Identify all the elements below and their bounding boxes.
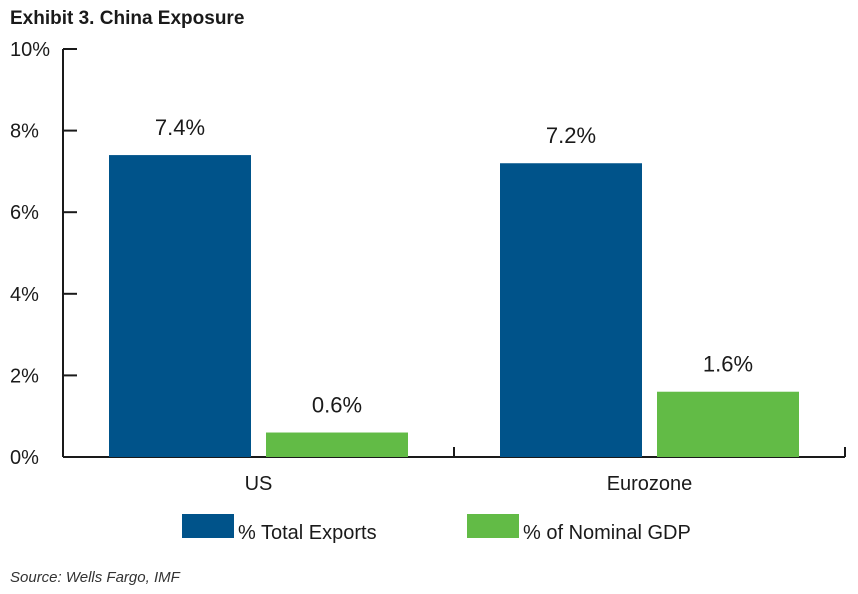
y-tick-label: 2% <box>10 365 39 387</box>
x-category-label: Eurozone <box>607 473 693 495</box>
legend-swatch <box>182 514 234 538</box>
y-tick-label: 0% <box>10 447 39 469</box>
legend-label: % Total Exports <box>238 522 377 544</box>
y-tick-label: 8% <box>10 121 39 143</box>
bar <box>109 155 251 457</box>
bar <box>500 163 642 458</box>
source-note: Source: Wells Fargo, IMF <box>10 569 181 586</box>
bar <box>266 432 408 457</box>
bar-data-label: 7.4% <box>155 115 205 140</box>
y-tick-label: 10% <box>10 39 50 61</box>
data-labels: 7.4% 0.6% 7.2% 1.6% <box>155 115 753 417</box>
bar-data-label: 0.6% <box>312 393 362 418</box>
bars <box>109 155 799 458</box>
legend: % Total Exports % of Nominal GDP <box>182 514 691 544</box>
bar-data-label: 7.2% <box>546 123 596 148</box>
x-category-label: US <box>245 473 273 495</box>
legend-swatch <box>467 514 519 538</box>
y-tick-label: 4% <box>10 284 39 306</box>
bar-data-label: 1.6% <box>703 352 753 377</box>
y-axis: 0% 2% 4% 6% 8% 10% <box>10 39 77 469</box>
legend-label: % of Nominal GDP <box>523 522 691 544</box>
y-tick-label: 6% <box>10 202 39 224</box>
chart-title: Exhibit 3. China Exposure <box>10 8 244 29</box>
bar <box>657 391 799 457</box>
